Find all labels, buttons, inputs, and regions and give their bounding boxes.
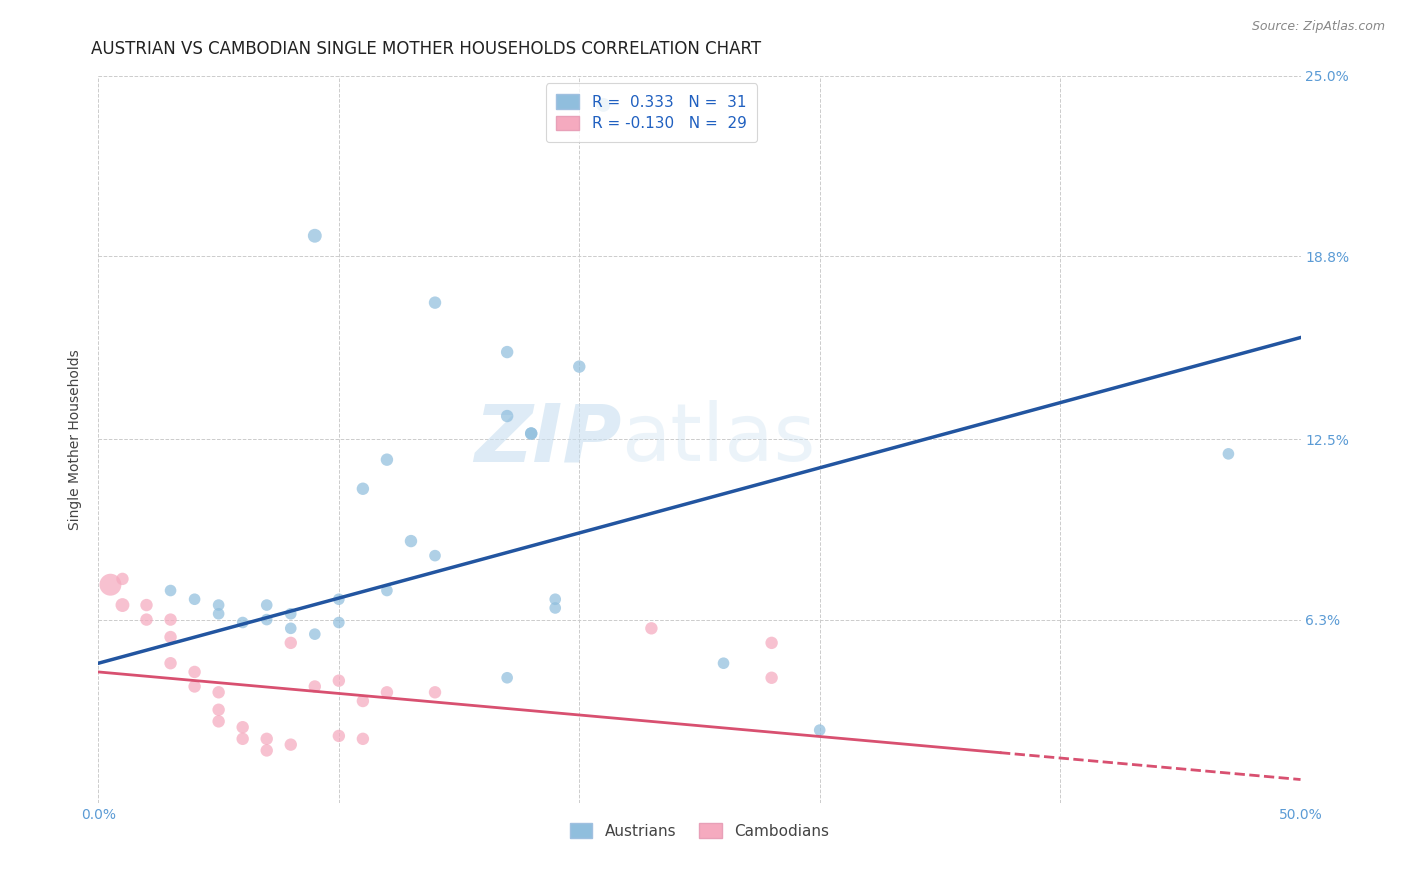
Point <box>183 665 205 679</box>
Point <box>544 592 567 607</box>
Point <box>713 657 735 671</box>
Point <box>328 673 350 688</box>
Point <box>328 592 350 607</box>
Text: atlas: atlas <box>621 401 815 478</box>
Point <box>256 743 278 757</box>
Point <box>761 671 783 685</box>
Point <box>352 482 374 496</box>
Point <box>111 598 134 612</box>
Point <box>328 615 350 630</box>
Point <box>423 295 446 310</box>
Point <box>304 228 326 243</box>
Point <box>159 583 181 598</box>
Point <box>208 714 231 729</box>
Point <box>496 409 519 423</box>
Point <box>208 607 231 621</box>
Point <box>280 636 302 650</box>
Point <box>352 731 374 746</box>
Point <box>232 615 254 630</box>
Point <box>135 613 157 627</box>
Point <box>808 723 831 737</box>
Point <box>232 731 254 746</box>
Point <box>423 685 446 699</box>
Point <box>183 680 205 694</box>
Point <box>208 703 231 717</box>
Y-axis label: Single Mother Households: Single Mother Households <box>69 349 83 530</box>
Point <box>159 630 181 644</box>
Point <box>280 621 302 635</box>
Text: AUSTRIAN VS CAMBODIAN SINGLE MOTHER HOUSEHOLDS CORRELATION CHART: AUSTRIAN VS CAMBODIAN SINGLE MOTHER HOUS… <box>91 40 762 58</box>
Point <box>328 729 350 743</box>
Point <box>135 598 157 612</box>
Point <box>256 598 278 612</box>
Point <box>399 534 422 549</box>
Point <box>304 627 326 641</box>
Point <box>100 578 122 592</box>
Point <box>159 657 181 671</box>
Text: ZIP: ZIP <box>474 401 621 478</box>
Point <box>256 613 278 627</box>
Point <box>208 598 231 612</box>
Point <box>232 720 254 734</box>
Text: Source: ZipAtlas.com: Source: ZipAtlas.com <box>1251 20 1385 33</box>
Point <box>375 583 398 598</box>
Point <box>256 731 278 746</box>
Point <box>183 592 205 607</box>
Point <box>208 685 231 699</box>
Point <box>423 549 446 563</box>
Point <box>352 694 374 708</box>
Point <box>304 680 326 694</box>
Point <box>761 636 783 650</box>
Point <box>568 359 591 374</box>
Point <box>592 98 614 112</box>
Point <box>280 738 302 752</box>
Point <box>111 572 134 586</box>
Point <box>496 671 519 685</box>
Point <box>375 452 398 467</box>
Point <box>375 685 398 699</box>
Point <box>280 607 302 621</box>
Point <box>520 426 543 441</box>
Point <box>1218 447 1240 461</box>
Point <box>496 345 519 359</box>
Point <box>159 613 181 627</box>
Legend: Austrians, Cambodians: Austrians, Cambodians <box>558 813 841 850</box>
Point <box>544 601 567 615</box>
Point <box>640 621 662 635</box>
Point <box>520 426 543 441</box>
